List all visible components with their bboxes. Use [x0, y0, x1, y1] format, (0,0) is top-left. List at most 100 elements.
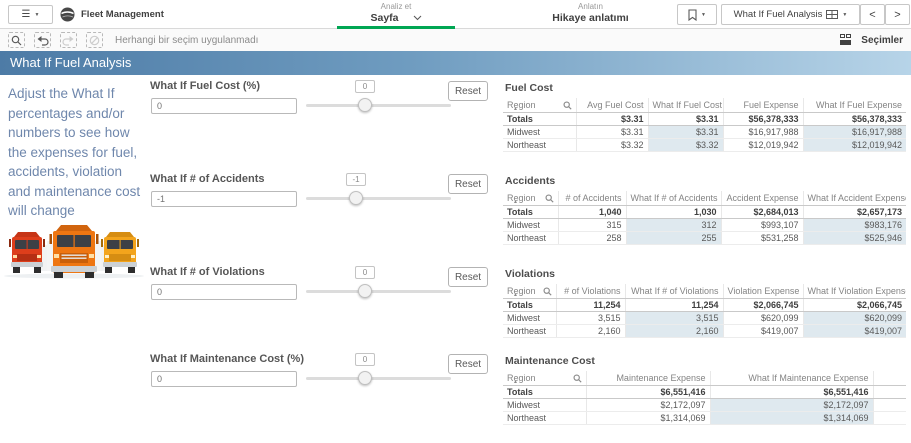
caret-down-icon: ▼ — [701, 11, 706, 18]
maintenance-control: What If Maintenance Cost (%) 0 Reset — [148, 353, 500, 401]
table-row[interactable]: Midwest $3.31 $3.31 $16,917,988 $16,917,… — [503, 125, 906, 139]
table-row[interactable]: Northeast $3.32 $3.32 $12,019,942 $12,01… — [503, 138, 906, 152]
totals-row: Totals $6,551,416 $6,551,416 — [503, 385, 906, 399]
column-header-region[interactable]: Region ▲ — [503, 98, 576, 113]
tab-section-label: Analiz et — [380, 2, 412, 11]
totals-row: Totals 11,254 11,254 $2,066,745 $2,066,7… — [503, 298, 906, 312]
search-icon[interactable] — [572, 374, 582, 383]
column-header-region[interactable]: Region ▲ — [503, 191, 558, 206]
column-header[interactable]: What If Maintenance Expense — [709, 371, 873, 386]
table-row[interactable]: Midwest $2,172,097 $2,172,097 — [503, 398, 906, 412]
column-header[interactable]: # of Violations — [555, 284, 625, 299]
slider-value-bubble: 0 — [355, 266, 375, 279]
maintenance-slider[interactable] — [306, 371, 451, 385]
slider-value-bubble: -1 — [346, 173, 366, 186]
search-icon[interactable] — [544, 194, 554, 203]
violations-reset-button[interactable]: Reset — [448, 267, 488, 287]
previous-sheet-button[interactable]: < — [860, 4, 885, 25]
table-row[interactable]: Midwest 315 312 $993,107 $983,176 — [503, 218, 906, 232]
column-header[interactable]: What If # of Accidents — [625, 191, 721, 206]
column-header[interactable]: What If # of Violations — [624, 284, 723, 299]
bookmarks-button[interactable]: ▼ — [677, 4, 717, 25]
slider-thumb[interactable] — [349, 191, 363, 205]
caret-down-icon: ▼ — [34, 11, 40, 18]
sheet-selector-button[interactable]: What If Fuel Analysis ▼ — [721, 4, 860, 25]
violations-input[interactable] — [151, 284, 297, 300]
column-header[interactable]: Fuel Expense — [722, 98, 803, 113]
fuel-cost-control: What If Fuel Cost (%) 0 Reset — [148, 80, 500, 128]
maintenance-cost-table: Maintenance Cost Region ▲ Maintenance Ex… — [503, 355, 906, 425]
column-header[interactable]: What If Fuel Expense — [802, 98, 906, 113]
chevron-down-icon[interactable] — [413, 15, 422, 21]
slider-thumb[interactable] — [358, 371, 372, 385]
maintenance-input[interactable] — [151, 371, 297, 387]
smart-search-button[interactable] — [8, 32, 25, 48]
fuel-cost-slider[interactable] — [306, 98, 451, 112]
column-header[interactable]: What If Accident Expense — [802, 191, 906, 206]
intro-text: Adjust the What If percentages and/or nu… — [8, 86, 141, 218]
accidents-slider[interactable] — [306, 191, 451, 205]
column-header[interactable]: Avg Fuel Cost — [575, 98, 648, 113]
accidents-control: What If # of Accidents -1 Reset — [148, 173, 500, 221]
table-row[interactable]: Midwest 3,515 3,515 $620,099 $620,099 — [503, 311, 906, 325]
step-back-button[interactable] — [34, 32, 51, 48]
accidents-table: Accidents Region ▲ # of Accidents What I… — [503, 175, 906, 245]
sort-asc-icon: ▲ — [513, 379, 518, 385]
maintenance-reset-button[interactable]: Reset — [448, 354, 488, 374]
column-header[interactable]: What If Violation Expense — [802, 284, 906, 299]
column-header[interactable]: Maintenance Expense — [585, 371, 710, 386]
table-title: Violations — [505, 268, 555, 280]
table-title: Fuel Cost — [505, 82, 553, 94]
undo-arrow-icon — [37, 35, 49, 46]
column-header-region[interactable]: Region ▲ — [503, 371, 586, 386]
accidents-reset-button[interactable]: Reset — [448, 174, 488, 194]
control-label: What If # of Accidents — [150, 173, 265, 185]
trucks-image — [4, 225, 144, 279]
slider-thumb[interactable] — [358, 284, 372, 298]
redo-arrow-icon — [62, 35, 74, 46]
slider-thumb[interactable] — [358, 98, 372, 112]
fuel-cost-reset-button[interactable]: Reset — [448, 81, 488, 101]
control-label: What If # of Violations — [150, 266, 265, 278]
violations-control: What If # of Violations 0 Reset — [148, 266, 500, 314]
table-row[interactable]: Northeast $1,314,069 $1,314,069 — [503, 411, 906, 425]
slider-value-bubble: 0 — [355, 80, 375, 93]
fuel-cost-input[interactable] — [151, 98, 297, 114]
column-header[interactable]: What If Fuel Cost — [647, 98, 723, 113]
global-menu-button[interactable]: ☰ ▼ — [8, 5, 53, 24]
tab-section-label: Anlatın — [578, 2, 603, 11]
table-row[interactable]: Northeast 2,160 2,160 $419,007 $419,007 — [503, 324, 906, 338]
column-header[interactable]: Violation Expense — [722, 284, 803, 299]
sheet-grid-icon — [826, 9, 839, 19]
column-header[interactable]: # of Accidents — [557, 191, 626, 206]
search-icon[interactable] — [562, 101, 572, 110]
fuel-cost-table: Fuel Cost Region ▲ Avg Fuel Cost What If… — [503, 82, 906, 152]
tab-storytelling[interactable]: Anlatın Hikaye anlatımı — [528, 2, 653, 28]
column-header-empty — [872, 371, 906, 386]
next-sheet-button[interactable]: > — [885, 4, 910, 25]
violations-slider[interactable] — [306, 284, 451, 298]
clear-selections-button — [86, 32, 103, 48]
active-tab-underline — [337, 26, 455, 29]
slider-value-bubble: 0 — [355, 353, 375, 366]
selections-tool-button[interactable]: Seçimler — [840, 29, 903, 51]
accidents-input[interactable] — [151, 191, 297, 207]
table-row[interactable]: Northeast 258 255 $531,258 $525,946 — [503, 231, 906, 245]
search-icon — [11, 35, 22, 45]
selections-tool-icon — [840, 34, 852, 45]
column-header-region[interactable]: Region ▲ — [503, 284, 556, 299]
current-sheet-name: What If Fuel Analysis — [733, 9, 823, 20]
header-row: Region ▲ Maintenance Expense What If Mai… — [503, 371, 906, 386]
bookmark-icon — [688, 8, 697, 21]
caret-down-icon: ▼ — [842, 11, 848, 18]
column-header[interactable]: Accident Expense — [720, 191, 803, 206]
search-icon[interactable] — [542, 287, 552, 296]
control-label: What If Maintenance Cost (%) — [150, 353, 305, 365]
clear-circle-icon — [89, 35, 100, 45]
header-row: Region ▲ # of Violations What If # of Vi… — [503, 284, 906, 299]
tab-analyze-sheet[interactable]: Analiz et Sayfa — [337, 2, 455, 28]
totals-row: Totals 1,040 1,030 $2,684,013 $2,657,173 — [503, 205, 906, 219]
app-identity: Fleet Management — [60, 0, 164, 29]
header-row: Region ▲ # of Accidents What If # of Acc… — [503, 191, 906, 206]
